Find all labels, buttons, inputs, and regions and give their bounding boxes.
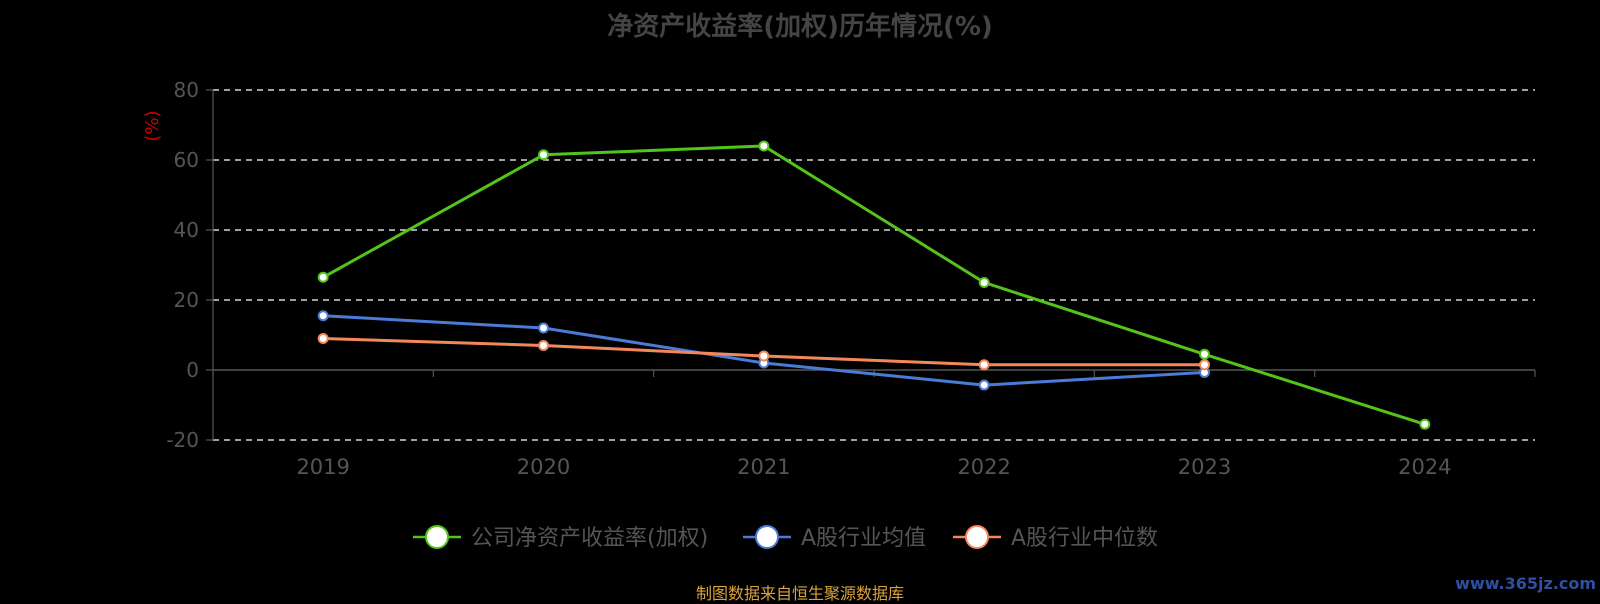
data-point-2 — [1199, 359, 1210, 371]
data-source-note: 制图数据来自恒生聚源数据库 — [695, 584, 904, 603]
x-tick-label: 2020 — [517, 455, 570, 479]
x-tick-label: 2021 — [737, 455, 790, 479]
data-point-2 — [978, 359, 990, 371]
watermark: www.365jz.com — [1455, 574, 1596, 593]
data-point-2 — [538, 340, 549, 351]
y-tick-label: 80 — [174, 78, 199, 102]
chart-title: 净资产收益率(加权)历年情况(%) — [607, 12, 993, 42]
series-line-1 — [323, 314, 1205, 387]
y-tick-label: 60 — [174, 148, 199, 172]
y-axis-label: (%) — [142, 110, 163, 141]
data-point-0 — [317, 271, 329, 283]
data-point-1 — [538, 322, 549, 334]
x-tick-label: 2022 — [957, 455, 1010, 479]
series-line-0 — [322, 144, 1426, 426]
data-point-2 — [317, 333, 329, 344]
data-point-0 — [758, 140, 770, 152]
x-tick-label: 2024 — [1398, 455, 1451, 479]
legend-marker-2 — [965, 525, 989, 549]
legend-label-1: A股行业均值 — [801, 526, 926, 551]
legend-marker-0 — [425, 525, 449, 549]
data-point-0 — [1199, 348, 1210, 360]
data-point-2 — [758, 350, 770, 362]
y-tick-label: 0 — [186, 358, 199, 382]
data-point-0 — [1419, 418, 1431, 430]
y-tick-label: 20 — [174, 288, 199, 312]
data-point-0 — [978, 277, 990, 288]
legend-marker-1 — [755, 525, 779, 549]
legend-label-2: A股行业中位数 — [1011, 526, 1158, 551]
legend-label-0: 公司净资产收益率(加权) — [471, 526, 708, 551]
x-tick-label: 2023 — [1178, 455, 1231, 479]
y-tick-label: 40 — [174, 218, 199, 242]
data-point-0 — [538, 149, 549, 161]
y-tick-label: -20 — [166, 428, 199, 452]
x-tick-label: 2019 — [296, 455, 349, 479]
data-point-1 — [978, 379, 990, 391]
data-point-1 — [317, 310, 329, 322]
